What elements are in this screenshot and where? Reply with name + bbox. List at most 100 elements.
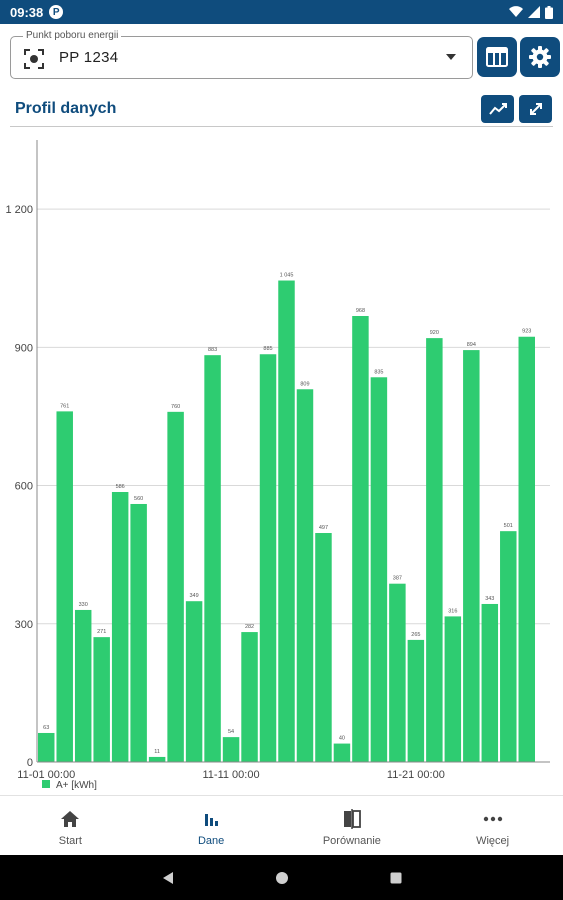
bar[interactable] xyxy=(130,503,147,762)
system-navigation-bar xyxy=(0,855,563,900)
bar[interactable] xyxy=(315,533,332,762)
bar[interactable] xyxy=(222,737,240,762)
bar[interactable] xyxy=(370,377,388,762)
nav-label-porownanie: Porównanie xyxy=(322,835,381,847)
data-label: 968 xyxy=(356,308,365,314)
data-label: 883 xyxy=(208,347,217,353)
gear-icon xyxy=(529,46,551,68)
bar[interactable] xyxy=(352,316,369,762)
expand-icon xyxy=(529,103,542,115)
bar[interactable] xyxy=(259,354,277,762)
bar[interactable] xyxy=(389,583,406,762)
data-label: 54 xyxy=(228,729,234,735)
legend-label: A+ [kWh] xyxy=(56,780,97,791)
nav-item-porownanie[interactable]: Porównanie xyxy=(282,796,423,855)
bar[interactable] xyxy=(167,411,184,762)
nav-item-start[interactable]: Start xyxy=(0,796,141,855)
data-label: 11 xyxy=(154,749,160,755)
nav-label-wiecej: Więcej xyxy=(476,835,510,847)
energy-profile-chart: 0 300 600 900 1 200 63 761 330 271 586 560 11 760 34… xyxy=(5,140,550,791)
table-view-button[interactable] xyxy=(477,37,517,77)
data-label: 40 xyxy=(339,736,345,742)
recents-icon[interactable] xyxy=(389,871,403,885)
y-tick-label: 0 xyxy=(27,757,33,769)
data-label: 282 xyxy=(245,624,254,630)
nav-label-dane: Dane xyxy=(197,835,225,847)
bar[interactable] xyxy=(296,389,314,762)
bar[interactable] xyxy=(56,411,73,762)
data-label: 497 xyxy=(319,525,328,531)
data-label: 760 xyxy=(171,404,180,410)
battery-icon xyxy=(545,5,553,19)
data-label: 835 xyxy=(374,369,383,375)
bar[interactable] xyxy=(38,732,55,762)
nav-label-start: Start xyxy=(58,835,82,847)
y-tick-label: 1 200 xyxy=(5,204,33,216)
more-icon xyxy=(483,816,502,822)
x-tick-label: 11-11 00:00 xyxy=(203,769,260,781)
app-notification-icon: P xyxy=(49,5,64,19)
metering-point-dropdown[interactable]: Punkt poboru energii PP 1234 xyxy=(10,30,473,79)
bar[interactable] xyxy=(444,616,462,762)
table-icon xyxy=(486,47,508,67)
bar[interactable] xyxy=(518,336,535,762)
compare-icon xyxy=(343,809,361,829)
settings-button[interactable] xyxy=(520,37,560,77)
data-label: 885 xyxy=(263,346,272,352)
bar[interactable] xyxy=(241,632,258,762)
bar[interactable] xyxy=(481,603,499,762)
line-chart-icon xyxy=(488,103,507,115)
bar[interactable] xyxy=(93,637,110,762)
nav-item-dane[interactable]: Dane xyxy=(141,796,282,855)
metering-point-value: PP 1234 xyxy=(59,49,119,66)
bar[interactable] xyxy=(463,350,480,762)
data-label: 343 xyxy=(485,596,494,602)
data-label: 330 xyxy=(79,602,88,608)
y-tick-label: 900 xyxy=(15,342,33,354)
back-icon[interactable] xyxy=(161,871,175,885)
data-label: 923 xyxy=(522,329,531,335)
bar[interactable] xyxy=(148,756,166,762)
data-label: 1 045 xyxy=(280,273,294,279)
bar[interactable] xyxy=(185,601,203,762)
data-label: 894 xyxy=(467,342,476,348)
data-label: 349 xyxy=(189,593,198,599)
data-label: 316 xyxy=(448,608,457,614)
home-icon xyxy=(61,811,80,827)
x-tick-label: 11-01 00:00 xyxy=(17,769,75,781)
meter-scan-icon xyxy=(24,49,44,69)
bar[interactable] xyxy=(204,355,221,762)
bar[interactable] xyxy=(278,280,295,762)
data-label: 501 xyxy=(504,523,513,529)
bar[interactable] xyxy=(500,531,517,762)
wifi-icon xyxy=(509,6,523,18)
bottom-navigation: Start Dane Porównanie Więcej xyxy=(0,795,563,855)
bar[interactable] xyxy=(426,338,443,762)
section-title: Profil danych xyxy=(15,100,117,117)
data-label: 265 xyxy=(411,632,420,638)
legend-swatch xyxy=(42,780,50,788)
cellular-signal-icon xyxy=(528,6,540,18)
chart-type-button[interactable] xyxy=(481,95,514,123)
home-button-icon[interactable] xyxy=(275,871,289,885)
data-label: 63 xyxy=(43,725,49,731)
data-label: 761 xyxy=(60,403,69,409)
bar-chart-icon xyxy=(205,814,219,826)
bar[interactable] xyxy=(333,743,351,762)
status-bar: 09:38 P xyxy=(0,0,563,24)
nav-item-wiecej[interactable]: Więcej xyxy=(422,796,563,855)
y-tick-label: 600 xyxy=(15,481,33,493)
bar[interactable] xyxy=(407,639,425,762)
section-divider xyxy=(10,126,553,127)
y-tick-label: 300 xyxy=(15,619,33,631)
fullscreen-button[interactable] xyxy=(519,95,552,123)
data-label: 560 xyxy=(134,496,143,502)
metering-point-label: Punkt poboru energii xyxy=(23,30,122,42)
data-label: 387 xyxy=(393,576,402,582)
data-label: 271 xyxy=(97,629,106,635)
bar[interactable] xyxy=(111,492,129,762)
data-label: 586 xyxy=(116,484,125,490)
bar[interactable] xyxy=(74,609,92,762)
x-tick-label: 11-21 00:00 xyxy=(387,769,445,781)
chevron-down-icon xyxy=(446,54,456,60)
